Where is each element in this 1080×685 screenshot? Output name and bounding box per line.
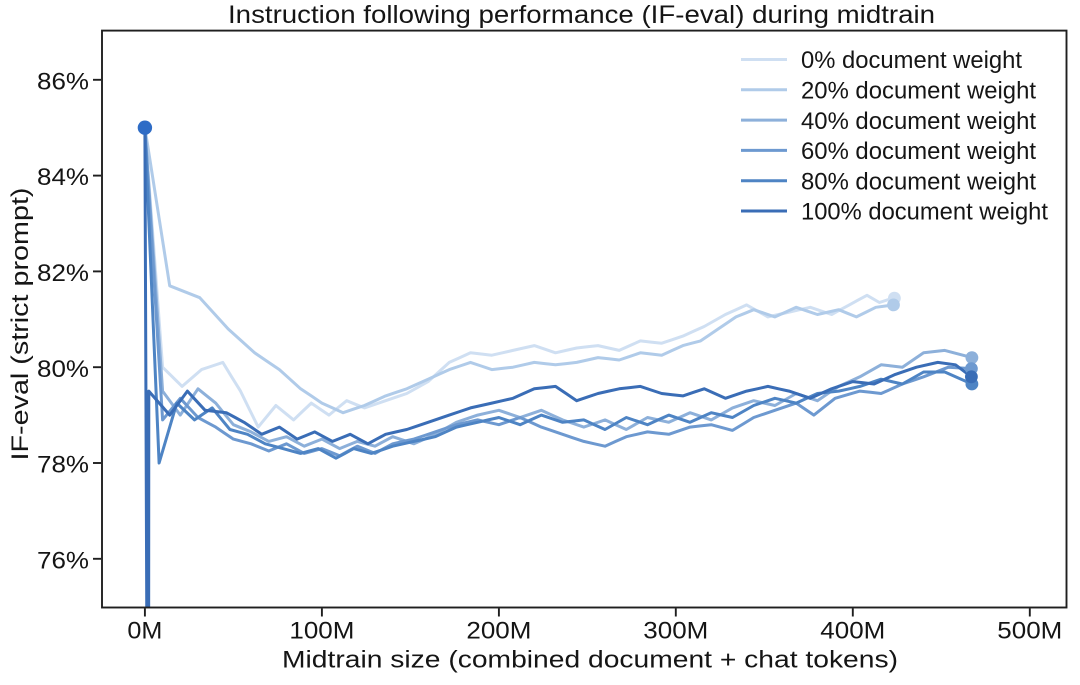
svg-text:76%: 76%: [37, 547, 89, 574]
svg-text:500M: 500M: [997, 618, 1062, 645]
svg-text:84%: 84%: [37, 164, 89, 191]
svg-text:100M: 100M: [289, 618, 354, 645]
svg-text:Instruction following performa: Instruction following performance (IF-ev…: [228, 1, 935, 29]
svg-text:0M: 0M: [127, 618, 162, 645]
svg-text:Midtrain size (combined docume: Midtrain size (combined document + chat …: [282, 647, 898, 674]
svg-text:40% document weight: 40% document weight: [801, 108, 1036, 135]
svg-text:86%: 86%: [37, 68, 89, 95]
svg-text:300M: 300M: [643, 618, 708, 645]
svg-text:82%: 82%: [37, 260, 89, 287]
svg-text:100% document weight: 100% document weight: [801, 199, 1048, 226]
svg-text:78%: 78%: [37, 452, 89, 479]
svg-text:80%: 80%: [37, 356, 89, 383]
svg-text:200M: 200M: [466, 618, 531, 645]
svg-text:20% document weight: 20% document weight: [801, 78, 1036, 105]
svg-text:400M: 400M: [820, 618, 885, 645]
svg-text:80% document weight: 80% document weight: [801, 168, 1036, 195]
svg-text:0% document weight: 0% document weight: [801, 47, 1022, 74]
svg-text:IF-eval (strict prompt): IF-eval (strict prompt): [7, 188, 34, 461]
svg-text:60% document weight: 60% document weight: [801, 138, 1036, 165]
